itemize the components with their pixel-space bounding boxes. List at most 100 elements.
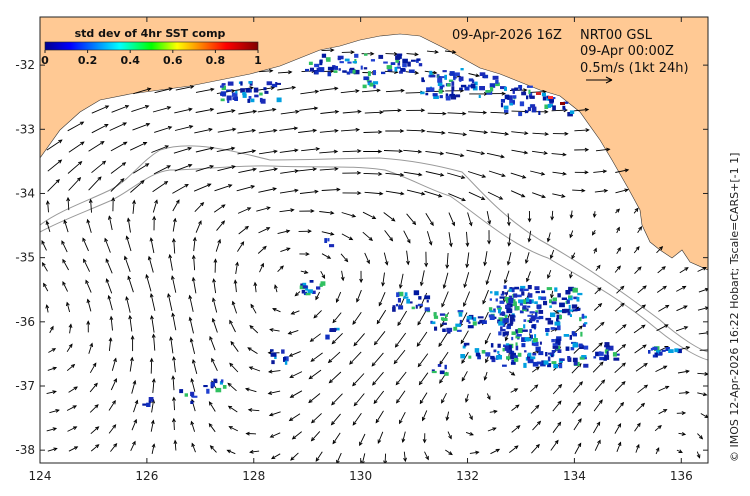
sst-patch <box>242 92 246 96</box>
sst-patch <box>547 356 551 362</box>
current-arrowhead <box>616 265 621 270</box>
sst-patch <box>399 54 402 59</box>
current-arrow <box>173 238 176 254</box>
sst-patch <box>425 92 429 96</box>
sst-patch <box>499 300 505 304</box>
current-arrow <box>657 266 666 274</box>
y-tick-label: -38 <box>15 443 35 457</box>
current-arrowhead <box>394 343 399 348</box>
current-arrowhead <box>617 422 622 428</box>
current-arrow <box>362 453 366 463</box>
current-arrowhead <box>151 443 156 448</box>
current-arrow <box>89 404 99 413</box>
vector-scale-label: 0.5m/s (1kt 24h) <box>580 61 689 76</box>
sst-patch <box>493 316 497 319</box>
sst-patch <box>506 325 511 330</box>
sst-patch <box>521 343 526 348</box>
current-arrow <box>175 85 194 91</box>
sst-patch <box>559 302 565 308</box>
sst-patch <box>554 321 561 326</box>
current-arrowhead <box>172 355 176 361</box>
current-arrow <box>173 356 176 373</box>
current-arrowhead <box>279 265 284 270</box>
current-arrowhead <box>406 260 410 266</box>
current-arrow <box>511 404 520 411</box>
current-arrowhead <box>451 221 456 227</box>
sst-patch <box>554 287 558 292</box>
sst-patch <box>500 326 503 332</box>
current-arrowhead <box>555 310 560 314</box>
current-arrowhead <box>638 226 643 231</box>
sst-patch <box>399 70 403 74</box>
current-arrowhead <box>123 141 128 146</box>
sst-patch <box>557 349 562 353</box>
colorbar-tick-label: 0 <box>41 54 49 67</box>
sst-patch <box>495 82 500 87</box>
current-arrowhead <box>375 419 380 424</box>
sst-patch <box>506 308 513 314</box>
current-arrow <box>397 310 407 326</box>
current-arrow <box>190 421 196 432</box>
sst-patch <box>276 97 282 103</box>
sst-patch <box>513 299 516 303</box>
sst-patch <box>511 331 516 335</box>
current-arrow <box>419 372 429 385</box>
sst-patch <box>420 91 425 95</box>
current-arrow <box>448 232 452 247</box>
sst-patch <box>373 85 376 89</box>
sst-patch <box>606 351 609 357</box>
current-arrowhead <box>591 231 596 236</box>
current-arrow <box>490 131 509 135</box>
sst-patch <box>518 111 523 117</box>
sst-patch <box>549 299 553 304</box>
current-arrow <box>399 411 406 424</box>
current-arrowhead <box>464 398 469 403</box>
current-arrowhead <box>397 108 402 113</box>
current-arrowhead <box>245 387 250 392</box>
sst-patch <box>329 329 335 332</box>
current-arrow <box>395 371 407 385</box>
current-arrowhead <box>245 431 250 436</box>
current-arrow <box>46 139 63 151</box>
current-arrowhead <box>349 360 354 365</box>
current-arrowhead <box>250 185 256 189</box>
current-arrowhead <box>211 317 216 323</box>
current-arrow <box>319 130 338 133</box>
current-arrowhead <box>235 261 239 266</box>
current-arrowhead <box>295 109 300 114</box>
sst-patch <box>551 339 555 343</box>
current-arrow <box>195 147 214 153</box>
current-arrowhead <box>602 169 608 174</box>
sst-patch <box>240 88 245 93</box>
current-arrow <box>572 402 581 414</box>
sst-patch <box>523 362 527 368</box>
current-arrowhead <box>665 385 670 390</box>
current-arrowhead <box>448 435 452 440</box>
current-arrowhead <box>89 342 94 348</box>
plot-frame <box>39 16 709 464</box>
current-arrowhead <box>603 188 609 193</box>
current-arrowhead <box>439 379 443 384</box>
current-arrowhead <box>187 146 193 151</box>
current-arrowhead <box>52 366 58 371</box>
sst-patch <box>656 350 661 354</box>
sst-patch <box>541 360 546 366</box>
current-arrowhead <box>250 303 255 309</box>
current-arrowhead <box>315 147 321 151</box>
sst-patch <box>546 287 553 291</box>
current-arrowhead <box>596 264 601 269</box>
current-arrow <box>509 371 515 376</box>
sst-patch <box>568 286 574 292</box>
current-arrowhead <box>73 386 78 391</box>
current-arrowhead <box>163 181 169 185</box>
current-arrow <box>635 304 646 313</box>
current-arrow <box>425 171 444 176</box>
sst-patch <box>477 321 481 325</box>
sst-patch <box>474 348 480 353</box>
current-arrowhead <box>134 399 139 405</box>
sst-patch <box>434 326 438 331</box>
current-arrow <box>258 129 277 134</box>
sst-patch <box>458 76 464 81</box>
sst-patch <box>373 70 376 76</box>
sst-patch <box>215 387 222 393</box>
